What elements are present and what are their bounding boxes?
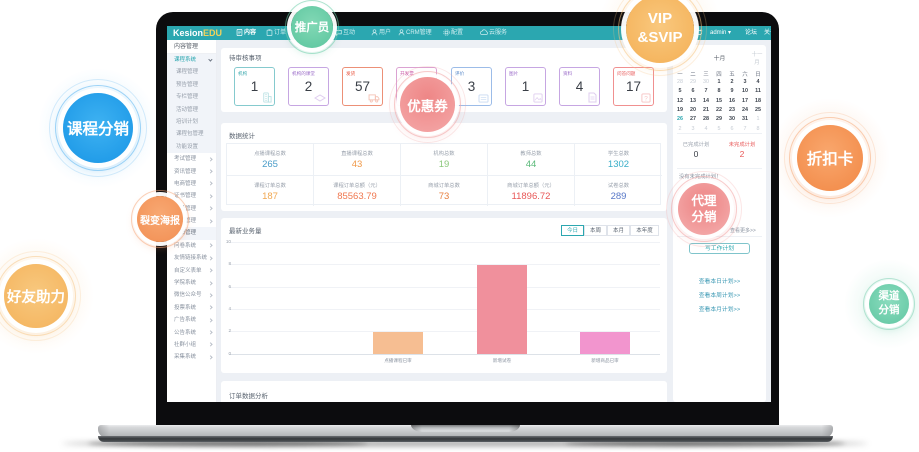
svg-text:?: ? <box>644 95 648 102</box>
